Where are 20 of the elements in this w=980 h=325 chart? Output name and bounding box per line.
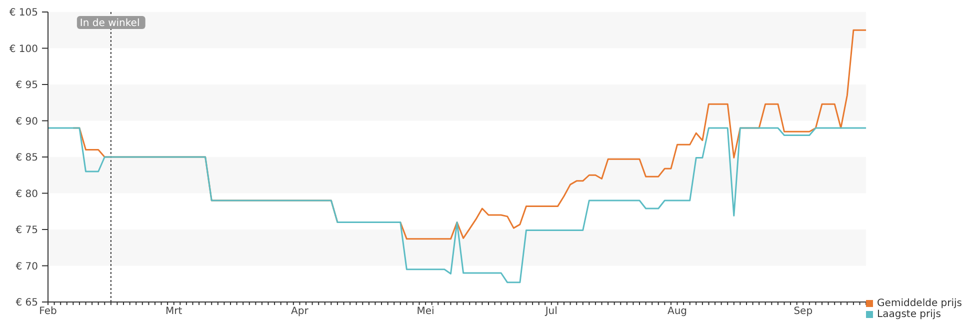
legend-label: Gemiddelde prijs — [877, 298, 962, 309]
y-tick-label: € 95 — [16, 80, 38, 91]
y-tick-label: € 85 — [16, 152, 38, 164]
x-tick-label: Jul — [544, 306, 558, 318]
y-tick-label: € 100 — [9, 44, 38, 55]
y-tick-label: € 70 — [16, 261, 38, 272]
legend-label: Laagste prijs — [877, 309, 941, 320]
annotation: In de winkel — [80, 18, 140, 29]
x-tick-label: Sep — [794, 306, 813, 318]
x-tick-label: Apr — [291, 306, 310, 318]
y-tick-label: € 65 — [16, 298, 38, 308]
y-tick-label: € 80 — [16, 188, 38, 200]
y-tick-label: € 90 — [16, 116, 38, 128]
x-tick-label: Feb — [39, 306, 57, 318]
y-tick-label: € 75 — [16, 225, 38, 236]
x-tick-label: Mrt — [166, 306, 182, 318]
line-series — [47, 127, 867, 284]
x-tick-label: Mei — [416, 306, 434, 318]
y-tick-label: € 105 — [9, 8, 38, 18]
x-tick-label: Aug — [668, 306, 688, 318]
